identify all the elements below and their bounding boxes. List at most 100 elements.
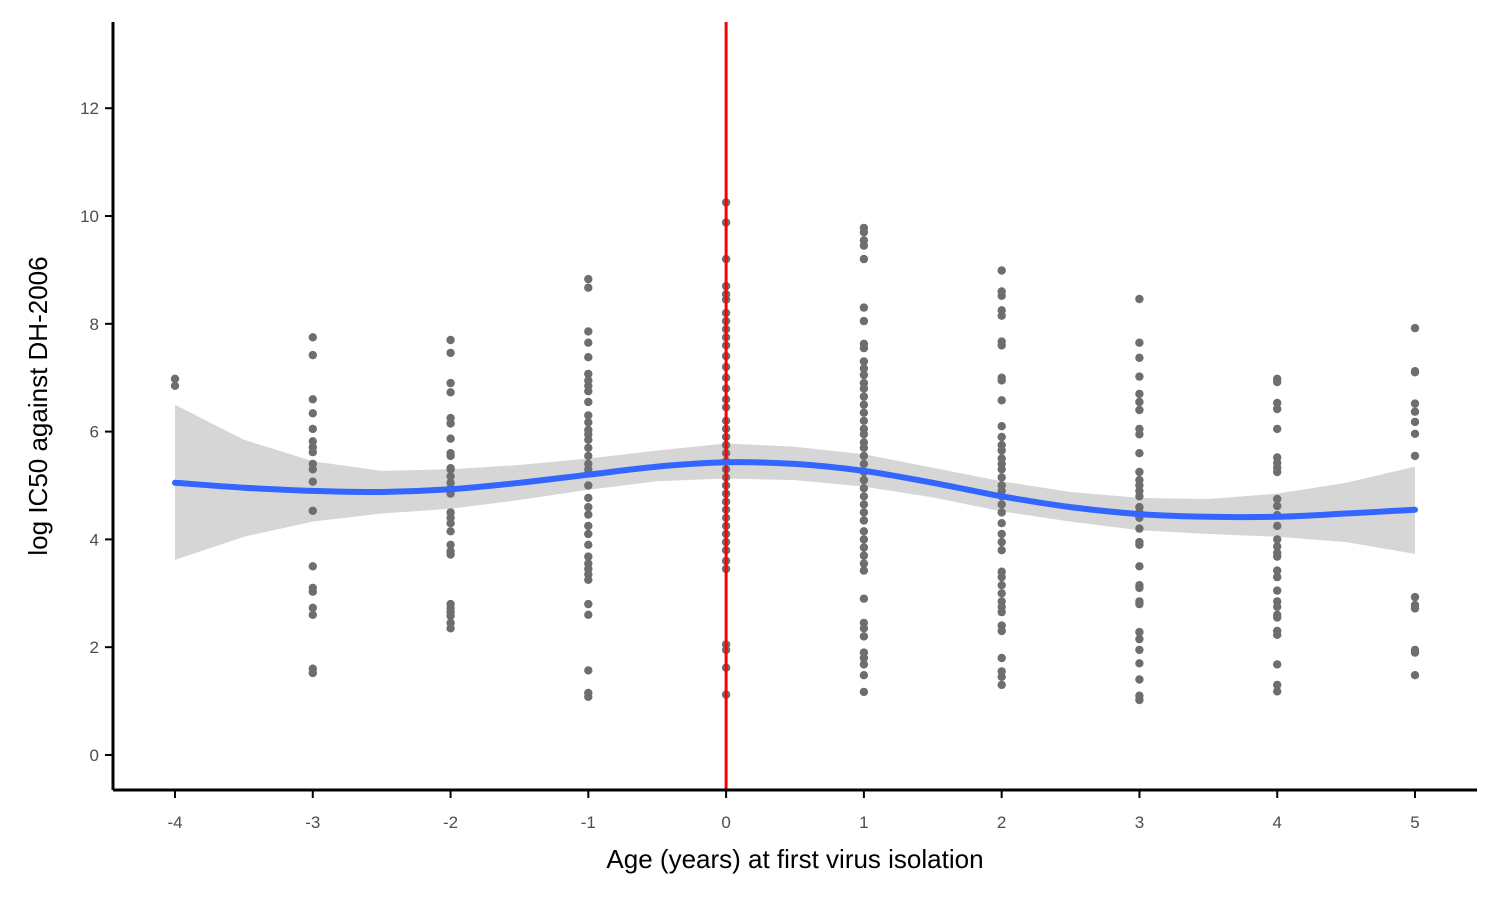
y-axis-title: log IC50 against DH-2006: [23, 256, 53, 555]
data-point: [308, 350, 317, 360]
data-point: [446, 451, 455, 461]
data-point: [997, 376, 1006, 385]
data-point: [997, 537, 1006, 547]
data-point: [1410, 323, 1420, 333]
data-point: [997, 422, 1006, 431]
data-point: [997, 626, 1006, 636]
data-point: [1273, 501, 1282, 511]
data-point: [859, 653, 869, 663]
data-point: [859, 392, 869, 401]
data-point: [308, 424, 317, 434]
data-point: [584, 521, 593, 531]
data-point: [997, 341, 1006, 350]
data-point: [859, 543, 869, 552]
data-point: [584, 481, 593, 490]
data-point: [859, 492, 869, 501]
data-point: [446, 472, 455, 481]
data-point: [859, 566, 869, 575]
y-tick-label: 10: [80, 207, 99, 226]
x-tick-label: 2: [997, 813, 1006, 832]
confidence-band-layer: [175, 404, 1415, 560]
data-point: [446, 611, 455, 621]
data-point: [584, 599, 593, 609]
data-point: [997, 311, 1006, 320]
data-point: [1273, 535, 1282, 544]
data-point: [584, 552, 593, 561]
data-point: [859, 416, 869, 425]
data-point: [1135, 389, 1144, 399]
data-point: [446, 465, 455, 474]
data-point: [584, 283, 593, 292]
y-tick-label: 4: [90, 530, 99, 549]
data-point: [308, 395, 317, 404]
data-point: [859, 384, 869, 393]
data-point: [446, 434, 455, 443]
data-point: [1410, 604, 1420, 613]
data-point: [859, 624, 869, 633]
data-point: [859, 632, 869, 641]
data-point: [859, 343, 869, 353]
x-tick-label: -3: [305, 813, 320, 832]
data-point: [1135, 338, 1144, 347]
data-point: [859, 475, 869, 485]
data-point: [859, 254, 869, 264]
data-point: [1273, 494, 1282, 504]
data-point: [308, 465, 317, 474]
data-point: [997, 607, 1006, 617]
data-point: [308, 333, 317, 342]
data-point: [584, 327, 593, 336]
data-point: [997, 653, 1006, 663]
data-point: [997, 446, 1006, 455]
data-point: [997, 680, 1006, 690]
data-point: [1410, 407, 1420, 416]
data-point: [446, 419, 455, 428]
data-point: [584, 443, 593, 452]
data-point: [859, 241, 869, 250]
x-tick-label: 4: [1272, 813, 1281, 832]
data-point: [1410, 417, 1420, 427]
data-point: [1135, 695, 1144, 705]
data-point: [1135, 645, 1144, 655]
data-point: [446, 519, 455, 528]
data-point: [1410, 451, 1420, 461]
data-point: [308, 506, 317, 515]
data-point: [584, 610, 593, 619]
data-point: [1135, 353, 1144, 362]
data-point: [1273, 542, 1282, 551]
data-point: [308, 447, 317, 457]
x-tick-label: 3: [1135, 813, 1144, 832]
data-point: [859, 430, 869, 439]
data-point: [1135, 492, 1144, 501]
data-point: [446, 378, 455, 388]
x-axis-title: Age (years) at first virus isolation: [606, 844, 983, 874]
data-point: [170, 374, 180, 383]
data-point: [584, 274, 593, 284]
data-point: [1273, 404, 1282, 414]
data-point: [446, 335, 455, 345]
y-tick-label: 8: [90, 315, 99, 334]
data-point: [1135, 562, 1144, 571]
data-point: [997, 396, 1006, 405]
data-point: [308, 437, 317, 446]
data-point: [584, 666, 593, 675]
data-point: [1273, 687, 1282, 696]
data-point: [446, 540, 455, 549]
data-point: [584, 387, 593, 396]
data-point: [859, 660, 869, 669]
data-point: [1135, 599, 1144, 609]
data-point: [584, 397, 593, 407]
data-point: [997, 581, 1006, 590]
data-point: [859, 594, 869, 603]
data-point: [1135, 634, 1144, 644]
data-point: [584, 411, 593, 420]
data-point: [1273, 566, 1282, 575]
data-point: [584, 418, 593, 427]
data-point: [997, 266, 1006, 275]
data-point: [584, 435, 593, 444]
data-point: [1135, 659, 1144, 668]
data-point: [1273, 602, 1282, 611]
data-point: [1135, 540, 1144, 549]
data-point: [1135, 627, 1144, 637]
data-point: [584, 575, 593, 584]
data-point: [997, 432, 1006, 442]
